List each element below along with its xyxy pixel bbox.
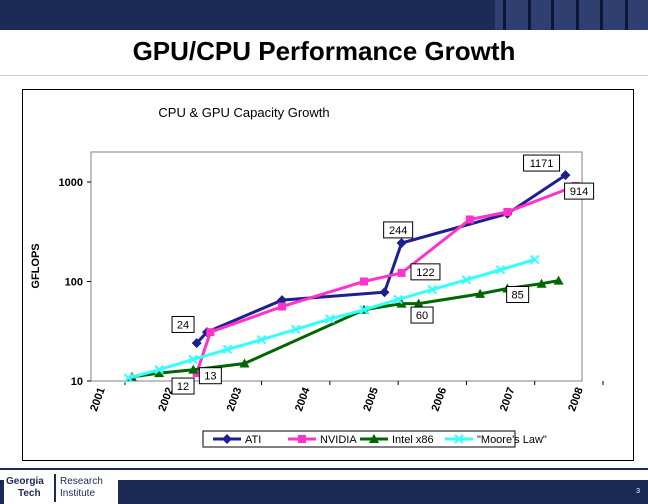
logo-text: Tech xyxy=(18,488,41,499)
data-point xyxy=(360,277,368,286)
data-point xyxy=(396,237,407,248)
data-point xyxy=(379,287,390,298)
data-point xyxy=(475,288,486,298)
svg-text:244: 244 xyxy=(389,225,407,237)
legend-label: ATI xyxy=(245,434,261,446)
data-point xyxy=(222,434,232,444)
header-bar xyxy=(0,0,648,30)
legend-box xyxy=(202,430,516,448)
logo-text: Georgia xyxy=(6,476,44,487)
data-point xyxy=(188,364,199,374)
data-label: 12 xyxy=(171,377,195,395)
data-point xyxy=(206,328,215,337)
header-stripe xyxy=(503,0,506,30)
data-point xyxy=(454,434,464,444)
title-divider xyxy=(0,75,648,76)
chart-svg: CPU & GPU Capacity Growth GFLOPS 10 100 10… xyxy=(30,105,604,448)
legend-label: Intel x86 xyxy=(392,434,434,446)
gtri-logo: Georgia Tech Research Institute xyxy=(4,472,118,504)
x-tick-label: 2004 xyxy=(293,385,313,413)
legend-label: "Moore's Law" xyxy=(477,434,547,446)
data-point xyxy=(256,335,267,345)
series-moore-s-law xyxy=(123,254,540,383)
chart-title: CPU & GPU Capacity Growth xyxy=(158,105,329,120)
data-label: 24 xyxy=(171,315,195,333)
legend-item: Intel x86 xyxy=(360,434,434,446)
data-point xyxy=(325,314,335,324)
x-tick-label: 2008 xyxy=(566,386,586,413)
data-point xyxy=(359,305,369,315)
svg-text:13: 13 xyxy=(204,371,216,383)
legend: ATI NVIDIA Intel x86 "Moore's Law" xyxy=(202,430,547,448)
data-point xyxy=(560,170,571,181)
x-tick-label: 2005 xyxy=(361,386,381,413)
data-point xyxy=(413,298,424,308)
y-tick-label: 10 xyxy=(71,376,83,388)
data-point xyxy=(191,338,202,349)
data-label: 914 xyxy=(564,182,595,200)
header-stripe xyxy=(625,0,628,30)
svg-text:1171: 1171 xyxy=(530,158,554,170)
data-point xyxy=(461,275,472,285)
header-stripe xyxy=(528,0,531,30)
header-stripe xyxy=(576,0,579,30)
y-tick-label: 100 xyxy=(65,277,83,289)
data-point xyxy=(298,435,306,443)
data-point xyxy=(278,302,287,311)
header-stripe xyxy=(551,0,554,30)
x-tick-label: 2006 xyxy=(430,386,450,413)
x-tick-label: 2003 xyxy=(225,386,245,413)
logo-text: Institute xyxy=(60,488,96,499)
svg-text:85: 85 xyxy=(512,290,524,302)
footer-divider xyxy=(0,468,648,470)
svg-text:914: 914 xyxy=(570,186,588,198)
y-tick-label: 1000 xyxy=(59,177,83,189)
svg-text:60: 60 xyxy=(416,310,428,322)
data-point xyxy=(465,215,474,224)
data-point xyxy=(530,254,540,265)
plot-area xyxy=(90,151,583,382)
data-point xyxy=(503,207,512,216)
data-point xyxy=(123,373,134,383)
data-label: 122 xyxy=(410,263,441,281)
data-label: 85 xyxy=(506,286,530,304)
legend-label: NVIDIA xyxy=(320,434,357,446)
data-point xyxy=(427,284,437,295)
data-point xyxy=(397,268,406,277)
data-point xyxy=(154,364,164,375)
chart-frame: CPU & GPU Capacity Growth GFLOPS 10 100 10… xyxy=(22,89,634,461)
data-label: 1171 xyxy=(523,154,561,172)
data-point xyxy=(291,324,301,335)
x-tick-label: 2001 xyxy=(88,386,108,413)
data-point xyxy=(222,344,233,355)
header-stripe xyxy=(600,0,603,30)
y-axis-label: GFLOPS xyxy=(30,243,42,288)
data-point xyxy=(495,265,506,275)
data-point xyxy=(393,294,403,305)
page-number: 3 xyxy=(636,488,640,495)
data-point xyxy=(553,275,564,285)
series-line xyxy=(195,184,577,374)
data-point xyxy=(536,278,547,288)
svg-text:122: 122 xyxy=(416,267,434,279)
data-label: 13 xyxy=(198,367,222,385)
data-point xyxy=(154,368,165,378)
slide-title: GPU/CPU Performance Growth xyxy=(132,36,516,66)
legend-item: ATI xyxy=(213,434,261,446)
data-point xyxy=(369,434,379,443)
data-point xyxy=(188,354,198,365)
data-point xyxy=(239,358,250,368)
data-label: 60 xyxy=(410,306,434,324)
x-tick-label: 2007 xyxy=(498,386,518,413)
svg-text:24: 24 xyxy=(177,319,189,331)
header-block xyxy=(495,0,648,30)
data-label: 244 xyxy=(383,221,414,239)
logo-divider xyxy=(54,474,56,502)
legend-item: NVIDIA xyxy=(288,434,357,446)
logo-text: Research xyxy=(60,476,103,487)
legend-item: "Moore's Law" xyxy=(445,434,547,446)
svg-text:12: 12 xyxy=(177,381,189,393)
